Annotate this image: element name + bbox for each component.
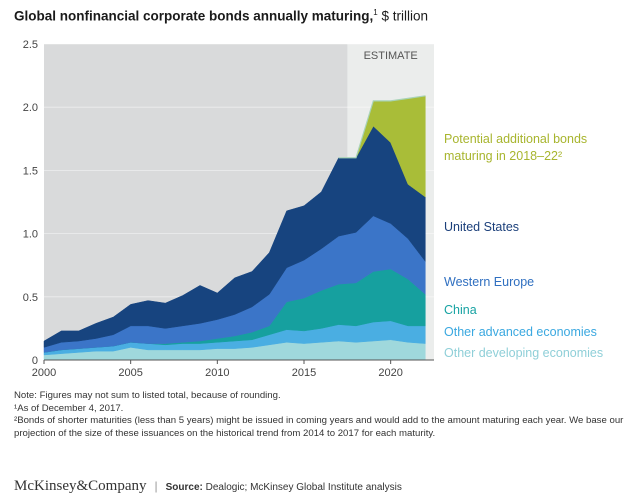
x-tick-label: 2005: [118, 367, 142, 379]
chart-notes: Note: Figures may not sum to listed tota…: [14, 390, 629, 440]
y-tick-label: 1.5: [23, 165, 38, 177]
y-axis-tick-labels: 0 0.5 1.0 1.5 2.0 2.5: [23, 39, 38, 367]
footer-separator: |: [154, 479, 158, 493]
legend-potential-line2: maturing in 2018–22²: [444, 149, 562, 163]
legend-china: China: [444, 303, 477, 317]
footnote-1: ¹As of December 4, 2017.: [14, 402, 124, 414]
total-outline: [338, 95, 426, 159]
legend-western-europe: Western Europe: [444, 275, 534, 289]
chart-title: Global nonfinancial corporate bonds annu…: [14, 8, 428, 24]
legend-potential-line1: Potential additional bonds: [444, 132, 587, 146]
x-tick-label: 2015: [292, 367, 316, 379]
x-tick-label: 2000: [32, 367, 56, 379]
y-tick-label: 0.5: [23, 292, 38, 304]
y-tick-label: 2.5: [23, 39, 38, 51]
footer: McKinsey&Company | Source: Dealogic; McKin…: [14, 478, 402, 495]
chart-title-footnote-mark: 1: [373, 8, 378, 17]
source-label: Source:: [165, 482, 203, 493]
x-axis-ticks: 2000 2005 2010 2015 2020: [32, 360, 403, 379]
estimate-label: ESTIMATE: [364, 50, 418, 62]
note-rounding: Note: Figures may not sum to listed tota…: [14, 390, 281, 401]
chart-title-main: Global nonfinancial corporate bonds annu…: [14, 8, 374, 24]
chart-area: 0 0.5 1.0 1.5 2.0 2.5 2000 2005 2010 2015 2020 ES…: [23, 39, 603, 379]
y-tick-label: 0: [32, 355, 38, 367]
area-series-4: [43, 125, 426, 348]
y-tick-label: 1.0: [23, 229, 38, 241]
footnote-2: ²Bonds of shorter maturities (less than …: [14, 415, 624, 439]
legend-united-states: United States: [444, 220, 519, 234]
x-tick-label: 2010: [205, 367, 229, 379]
legend-other-advanced: Other advanced economies: [444, 325, 597, 339]
chart-title-unit: $ trillion: [377, 8, 429, 24]
x-tick-label: 2020: [378, 367, 402, 379]
source-text: Dealogic; McKinsey Global Institute anal…: [202, 482, 402, 493]
y-tick-label: 2.0: [23, 102, 38, 114]
legend-other-developing: Other developing economies: [444, 346, 603, 360]
stacked-areas: [43, 95, 426, 361]
brand-logo: McKinsey&Company: [14, 478, 147, 494]
